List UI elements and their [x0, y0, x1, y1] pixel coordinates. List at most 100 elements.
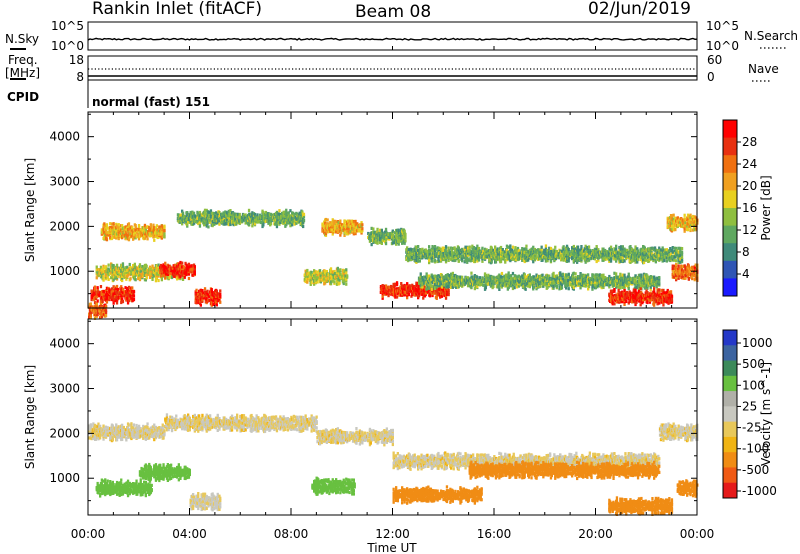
power-cell	[258, 220, 261, 224]
power-cell	[602, 257, 605, 261]
power-cell	[96, 313, 99, 317]
power-cell	[324, 269, 327, 273]
power-cell	[677, 260, 680, 264]
power-cell	[443, 275, 446, 279]
power-cell	[331, 279, 334, 283]
power-cell	[391, 241, 394, 245]
power-cell	[535, 254, 538, 258]
power-cell	[679, 260, 682, 264]
power-cell	[107, 292, 110, 297]
power-cell	[110, 287, 114, 291]
power-cell	[152, 233, 155, 237]
power-cell	[313, 271, 316, 275]
power-cell	[348, 219, 351, 223]
power-cell	[141, 265, 144, 269]
power-cell	[313, 269, 316, 273]
power-cell	[641, 254, 644, 258]
power-cell	[466, 276, 470, 280]
power-cell	[444, 296, 448, 300]
power-cell	[634, 247, 637, 251]
power-cell	[376, 240, 379, 244]
power-cell	[200, 219, 203, 223]
power-cell	[499, 256, 503, 261]
power-cell	[189, 210, 192, 215]
power-cell	[610, 248, 613, 252]
power-cell	[198, 301, 202, 305]
power-cell	[473, 258, 476, 262]
power-cell	[310, 270, 313, 275]
power-cell	[620, 256, 623, 260]
power-cell	[125, 294, 128, 298]
power-cell	[96, 287, 99, 292]
power-cell	[466, 255, 469, 259]
power-cell	[440, 281, 443, 285]
power-cell	[169, 271, 172, 275]
power-cell	[530, 255, 533, 259]
power-cell	[592, 249, 595, 253]
power-cell	[466, 253, 470, 257]
power-cell	[630, 250, 633, 254]
power-cell	[549, 250, 552, 255]
power-cell	[609, 257, 613, 261]
power-cell	[318, 269, 322, 273]
power-cell	[296, 220, 300, 224]
power-cell	[418, 259, 421, 263]
power-cell	[476, 259, 479, 263]
power-cell	[121, 297, 124, 301]
power-cell	[443, 291, 446, 296]
power-cell	[405, 257, 408, 261]
power-cell	[415, 260, 418, 264]
power-cell	[540, 245, 543, 249]
power-cell	[463, 282, 466, 286]
freq-tick-bottom: 8	[76, 70, 84, 84]
power-cell	[139, 228, 142, 232]
power-cell	[155, 276, 158, 280]
power-cell	[673, 258, 676, 262]
power-cell	[565, 244, 569, 248]
power-cell	[457, 254, 460, 258]
power-cell	[438, 246, 441, 250]
power-cell	[112, 224, 115, 228]
power-cell	[381, 296, 384, 300]
power-cell	[241, 217, 244, 222]
power-cell	[115, 301, 119, 305]
power-cell	[461, 247, 464, 251]
power-cell	[415, 281, 418, 285]
power-cell	[340, 223, 344, 227]
power-cell	[109, 222, 112, 226]
power-cell	[323, 231, 326, 235]
power-cell	[467, 280, 471, 284]
power-cell	[584, 244, 587, 248]
power-cell	[137, 237, 141, 241]
power-cell	[421, 285, 424, 289]
power-cell	[136, 235, 139, 239]
power-cell	[210, 214, 213, 218]
power-cell	[184, 261, 187, 265]
power-cell	[554, 256, 558, 260]
power-cell	[107, 267, 110, 271]
power-cell	[103, 290, 106, 294]
power-cell	[595, 245, 598, 249]
power-cell	[134, 230, 137, 234]
power-cell	[149, 223, 152, 227]
power-cell	[605, 257, 608, 261]
power-cell	[106, 275, 109, 279]
power-cell	[411, 283, 414, 287]
power-cell	[276, 219, 279, 223]
power-cell	[470, 271, 473, 275]
power-cell	[634, 260, 637, 264]
power-cell	[128, 290, 131, 294]
power-cell	[482, 283, 485, 287]
power-cell	[224, 210, 227, 214]
power-cell	[603, 254, 606, 258]
power-cell	[228, 217, 231, 221]
power-cell	[102, 277, 105, 281]
station-title: Rankin Inlet (fitACF)	[92, 0, 262, 19]
power-cell	[483, 253, 487, 257]
power-cell	[285, 208, 288, 212]
power-cell	[342, 281, 345, 286]
power-cell	[137, 224, 141, 228]
power-cell	[198, 221, 202, 225]
power-cell	[117, 237, 120, 241]
power-cell	[103, 222, 106, 226]
